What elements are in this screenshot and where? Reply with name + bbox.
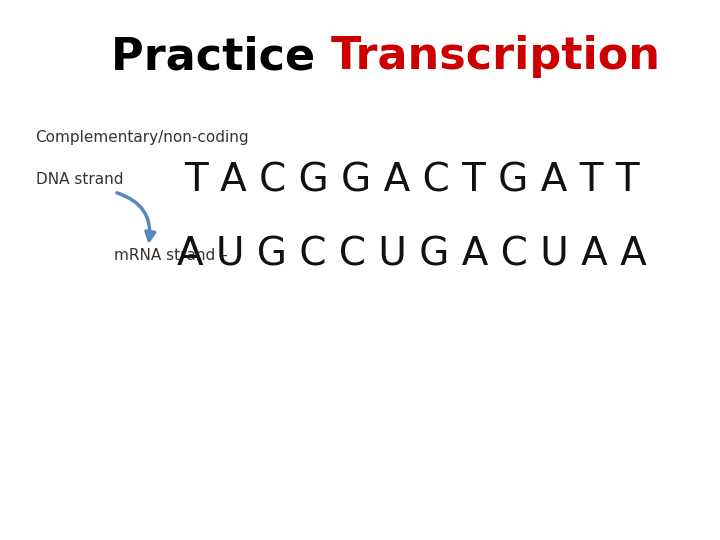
FancyArrowPatch shape [117,193,155,240]
Text: T A C G G A C T G A T T: T A C G G A C T G A T T [184,161,640,199]
Text: Practice: Practice [111,35,330,78]
Text: DNA strand: DNA strand [35,172,123,187]
Text: Transcription: Transcription [330,35,661,78]
Text: Complementary/non-coding: Complementary/non-coding [35,130,249,145]
Text: mRNA strand –: mRNA strand – [114,247,228,262]
Text: A U G C C U G A C U A A: A U G C C U G A C U A A [177,236,647,274]
